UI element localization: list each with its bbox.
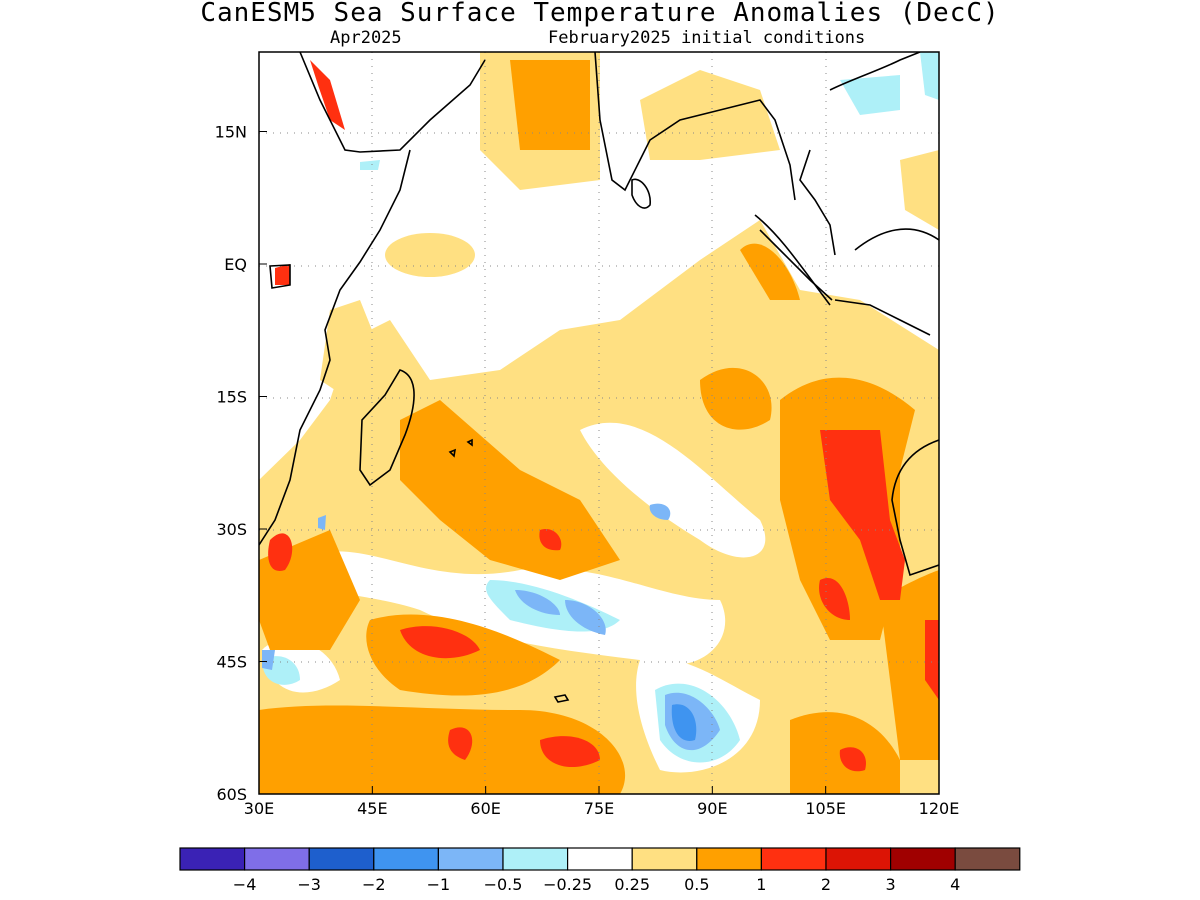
colorbar-label: −4 (233, 875, 257, 894)
lon-tick-label: 75E (584, 799, 614, 818)
anomaly-1 (268, 60, 939, 772)
anomaly-cold (262, 52, 939, 763)
colorbar-label: −1 (427, 875, 451, 894)
colorbar-swatch (631, 847, 698, 871)
lon-tick-label: 120E (919, 799, 960, 818)
lat-tick-label: 60S (216, 785, 247, 804)
colorbar-swatch (244, 847, 310, 871)
grid-lines (259, 52, 939, 794)
colorbar-swatch (437, 847, 504, 871)
colorbar-swatch (760, 847, 827, 871)
colorbar-swatch (179, 847, 246, 871)
lat-axis: 15N EQ 15S 30S 45S 60S (215, 123, 267, 804)
colorbar-label: 1 (756, 875, 766, 894)
lon-axis: 30E 45E 60E 75E 90E 105E 120E (244, 786, 960, 818)
sst-field (259, 52, 939, 794)
colorbar-swatch (954, 847, 1021, 871)
lon-tick-label: 105E (805, 799, 846, 818)
colorbar-label: 0.5 (684, 875, 709, 894)
lon-tick-label: 30E (244, 799, 274, 818)
lat-tick-label: 15N (215, 123, 247, 142)
colorbar-swatch (889, 847, 956, 871)
lat-tick-label: 30S (216, 520, 247, 539)
colorbar: −4 −3 −2 −1 −0.5 −0.25 0.25 0.5 1 2 3 4 (179, 847, 1021, 894)
colorbar-label: −2 (362, 875, 386, 894)
colorbar-label: 4 (950, 875, 960, 894)
colorbar-swatch (696, 847, 762, 871)
lat-tick-label: 15S (216, 388, 247, 407)
colorbar-label: −0.25 (543, 875, 592, 894)
colorbar-label: 0.25 (614, 875, 650, 894)
colorbar-swatch (825, 847, 892, 871)
lat-tick-label: 45S (216, 653, 247, 672)
colorbar-swatch (308, 847, 375, 871)
chart-title: CanESM5 Sea Surface Temperature Anomalie… (200, 0, 1000, 28)
colorbar-label: −0.5 (484, 875, 523, 894)
subtitle-month: Apr2025 (330, 28, 402, 48)
colorbar-swatch (502, 847, 569, 871)
subtitle-init: February2025 initial conditions (548, 28, 866, 48)
lat-tick-label: EQ (224, 255, 247, 274)
colorbar-swatch (566, 847, 633, 871)
colorbar-swatch (373, 847, 439, 871)
lon-tick-label: 45E (357, 799, 387, 818)
lon-tick-label: 60E (470, 799, 500, 818)
colorbar-label: −3 (297, 875, 321, 894)
lon-tick-label: 90E (697, 799, 727, 818)
colorbar-label: 3 (886, 875, 896, 894)
coastlines (259, 52, 939, 703)
colorbar-label: 2 (821, 875, 831, 894)
